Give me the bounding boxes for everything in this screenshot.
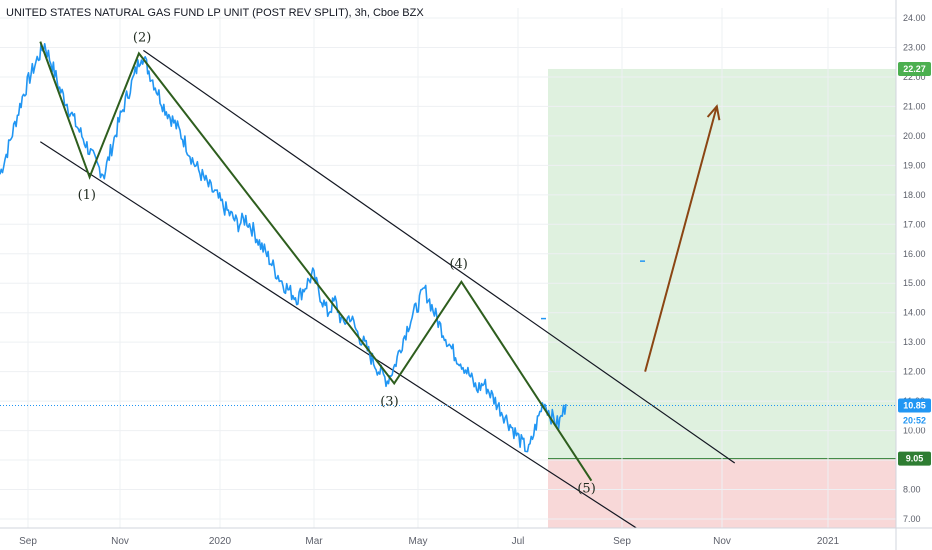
countdown-badge-text: 20:52: [903, 416, 926, 426]
y-tick-label: 8.00: [903, 485, 921, 495]
price-series-line: [0, 42, 567, 453]
current-price-badge: 10.85: [898, 398, 931, 413]
x-tick-label: Nov: [111, 536, 129, 547]
x-tick-label: Nov: [713, 536, 731, 547]
y-tick-label: 18.00: [903, 190, 926, 200]
current-price-badge-text: 10.85: [903, 401, 926, 411]
y-tick-label: 12.00: [903, 367, 926, 377]
wave-label: (2): [133, 30, 151, 45]
x-tick-label: Jul: [512, 536, 525, 547]
y-tick-label: 23.00: [903, 42, 926, 52]
wave-label: (1): [78, 188, 96, 203]
stop-price-badge-bg: [898, 451, 931, 466]
y-tick-label: 16.00: [903, 249, 926, 259]
wave-label: (4): [449, 257, 467, 272]
x-tick-label: May: [409, 536, 428, 547]
y-tick-label: 24.00: [903, 13, 926, 23]
y-tick-label: 13.00: [903, 337, 926, 347]
current-price-badge-bg: [898, 398, 931, 413]
target-price-badge-text: 22.27: [903, 64, 926, 74]
y-tick-label: 10.00: [903, 426, 926, 436]
chart-title: UNITED STATES NATURAL GAS FUND LP UNIT (…: [6, 7, 424, 19]
y-tick-label: 15.00: [903, 278, 926, 288]
y-tick-label: 22.00: [903, 72, 926, 82]
countdown-badge: 20:52: [898, 413, 931, 428]
y-tick-label: 20.00: [903, 131, 926, 141]
y-tick-label: 17.00: [903, 219, 926, 229]
x-tick-label: Sep: [613, 536, 631, 547]
y-tick-label: 14.00: [903, 308, 926, 318]
target-arrow-head: [706, 104, 721, 121]
y-tick-label: 7.00: [903, 514, 921, 524]
target-price-badge-bg: [898, 61, 931, 76]
target-arrow-shaft: [644, 106, 718, 372]
wave-label: (5): [577, 482, 595, 497]
stop-price-badge: 9.05: [898, 451, 931, 466]
x-tick-label: 2020: [209, 536, 232, 547]
countdown-badge-bg: [898, 413, 931, 428]
y-tick-label: 21.00: [903, 101, 926, 111]
x-tick-label: Sep: [19, 536, 37, 547]
elliott-wave-line: [39, 41, 593, 482]
channel-upper-line: [143, 49, 736, 464]
x-tick-label: Mar: [305, 536, 323, 547]
channel-lower-line: [39, 141, 637, 529]
x-tick-label: 2021: [817, 536, 840, 547]
target-price-badge: 22.27: [898, 61, 931, 76]
stop-price-badge-text: 9.05: [906, 454, 924, 464]
y-tick-label: 19.00: [903, 160, 926, 170]
wave-label: (3): [380, 394, 398, 409]
